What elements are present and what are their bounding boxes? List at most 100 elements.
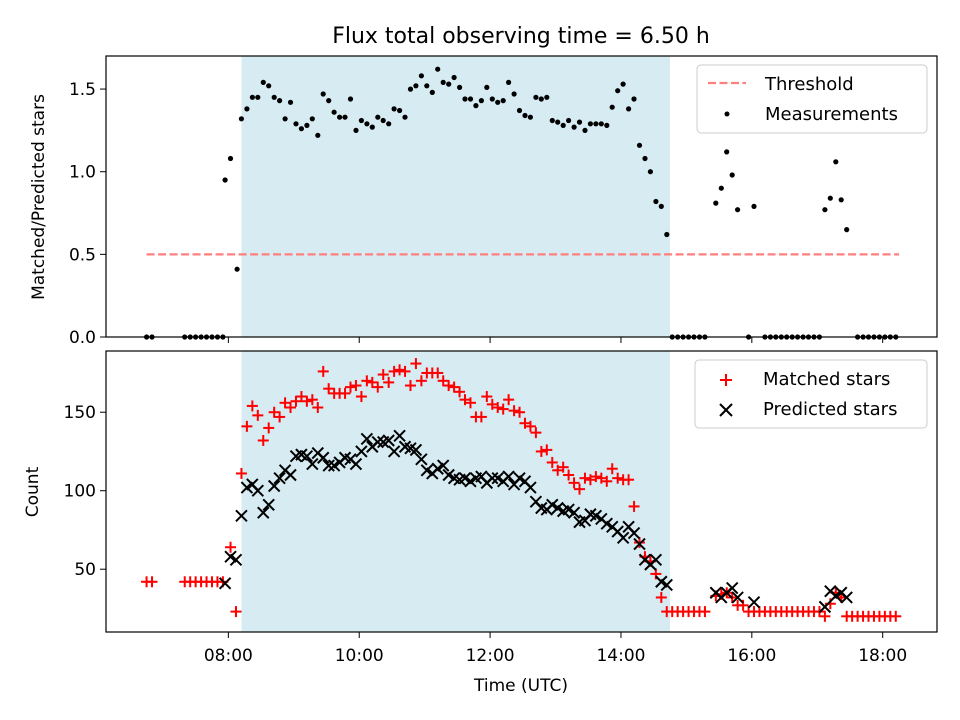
matched-star-point: [503, 394, 515, 406]
matched-star-point: [290, 395, 302, 407]
matched-star-point: [535, 445, 547, 457]
measurement-point: [462, 96, 468, 102]
measurement-point: [527, 114, 534, 120]
matched-star-point: [350, 380, 362, 392]
measurement-point: [287, 99, 294, 105]
ratio-ytick-label: 0.0: [69, 328, 96, 348]
matched-star-point: [623, 474, 635, 486]
measurement-point: [402, 114, 408, 120]
measurement-point: [222, 177, 228, 183]
measurement-point: [838, 197, 844, 203]
ratio-ytick-label: 0.5: [69, 245, 96, 265]
matched-star-point: [541, 444, 553, 456]
measurement-point: [342, 114, 348, 120]
matched-star-point: [524, 420, 536, 432]
measurement-point: [833, 159, 839, 165]
matched-legend-label: Matched stars: [763, 369, 890, 390]
count-xtick-label: 18:00: [858, 646, 907, 666]
matched-star-point: [345, 381, 357, 393]
measurement-point: [631, 96, 637, 102]
measurement-point: [315, 132, 321, 138]
measurement-point: [549, 117, 555, 124]
measurement-point: [566, 117, 572, 124]
measurement-point: [615, 88, 621, 94]
measurement-point: [418, 73, 424, 79]
predicted-star-point: [371, 435, 384, 449]
predicted-star-point: [284, 468, 297, 482]
measurement-point: [587, 121, 594, 127]
predicted-star-point: [355, 445, 368, 458]
matched-star-point: [481, 391, 493, 403]
measurement-point: [664, 231, 670, 238]
predicted-star-point: [731, 591, 744, 604]
matched-star-point: [372, 381, 384, 393]
matched-star-point: [563, 469, 575, 481]
measurement-point: [457, 84, 463, 90]
matched-star-point: [530, 427, 542, 439]
measurement-point: [636, 142, 643, 148]
predicted-star-point: [306, 457, 319, 471]
matched-star-point: [274, 411, 286, 423]
predicted-star-point: [300, 449, 314, 463]
matched-star-point: [606, 463, 618, 475]
count-x-axis: 08:00 10:00 12:00 14:00 16:00 18:00: [204, 632, 907, 666]
measurement-point: [560, 122, 566, 128]
measurement-point: [320, 91, 326, 97]
predicted-star-point: [747, 595, 761, 609]
matched-star-point: [590, 471, 602, 483]
measurement-point: [271, 94, 277, 100]
matched-star-point: [415, 375, 427, 387]
measurement-point: [620, 81, 626, 87]
measurement-point: [473, 103, 479, 109]
predicted-star-point: [567, 506, 581, 519]
measurement-point: [718, 185, 724, 191]
predicted-star-point: [218, 577, 232, 590]
matched-star-point: [252, 409, 264, 421]
measurement-point: [724, 149, 730, 155]
measurement-legend-label: Measurements: [765, 104, 898, 125]
matched-star-point: [890, 610, 902, 622]
measurement-point: [358, 117, 364, 124]
measurement-point: [576, 119, 583, 125]
count-xtick-label: 14:00: [596, 646, 645, 666]
measurement-point: [435, 66, 441, 72]
measurement-point: [255, 94, 261, 100]
predicted-star-point: [229, 553, 243, 566]
matched-star-point: [146, 576, 158, 588]
count-shaded-span: [241, 351, 670, 632]
measurement-point: [511, 91, 517, 97]
matched-star-point: [279, 397, 291, 409]
measurement-point: [658, 203, 664, 209]
measurement-point: [506, 79, 512, 85]
matched-star-point: [579, 472, 591, 484]
measurement-point: [244, 106, 250, 112]
measurement-point: [827, 195, 833, 201]
count-legend: Matched stars Predicted stars: [694, 359, 928, 429]
matched-star-point: [574, 483, 586, 495]
predicted-star-point: [382, 434, 395, 447]
measurement-point: [598, 121, 604, 127]
matched-star-point: [388, 365, 400, 377]
figure-title: Flux total observing time = 6.50 h: [332, 24, 710, 49]
matched-star-point: [737, 599, 749, 611]
matched-star-point: [241, 420, 253, 432]
matched-star-point: [497, 403, 509, 415]
measurement-point: [293, 121, 299, 127]
measurement-point: [353, 127, 359, 133]
predicted-star-point: [409, 443, 423, 457]
ratio-shaded-span: [241, 56, 670, 337]
matched-star-point: [699, 606, 711, 618]
measurement-point: [484, 84, 490, 90]
measurement-point: [234, 266, 240, 272]
measurement-point: [369, 124, 375, 130]
count-y-axis-label: Count: [23, 466, 43, 517]
matched-star-point: [655, 591, 667, 603]
measurement-point: [238, 116, 244, 122]
measurement-point: [582, 127, 588, 133]
measurement-point: [413, 83, 419, 89]
measurement-point: [495, 99, 501, 105]
predicted-star-point: [502, 470, 515, 483]
predicted-star-point: [317, 451, 330, 464]
measurement-point: [500, 98, 506, 104]
